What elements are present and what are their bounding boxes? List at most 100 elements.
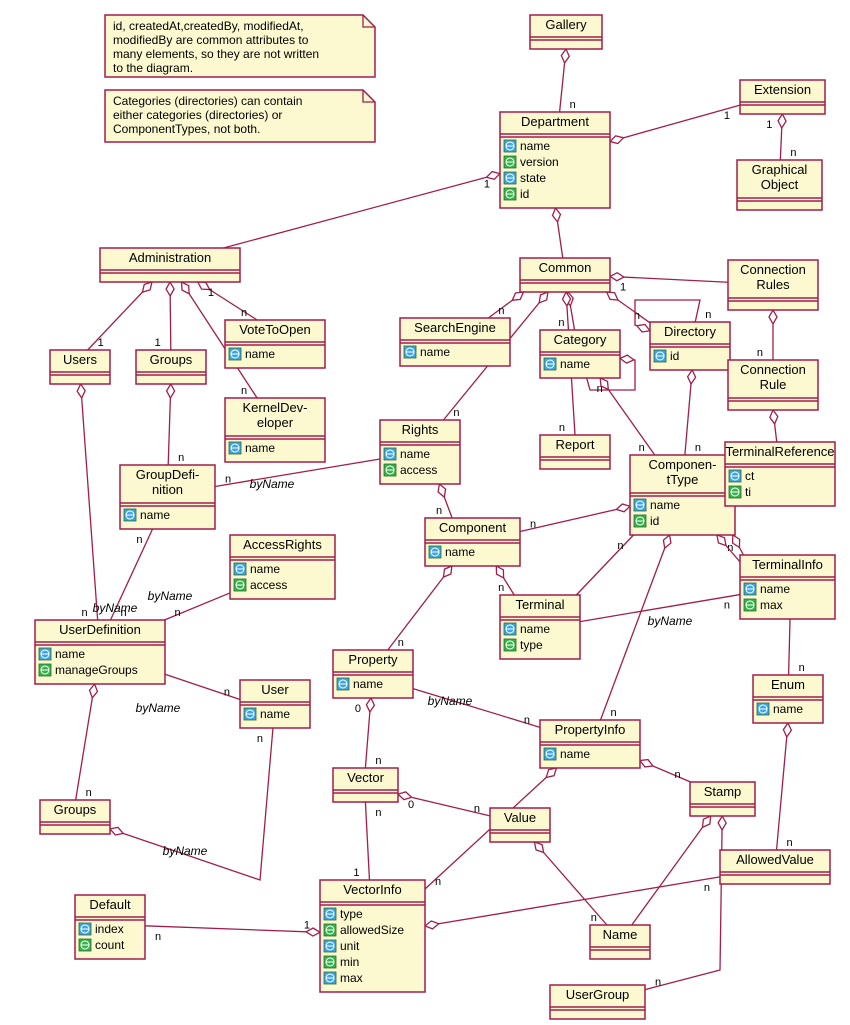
svg-text:byName: byName <box>136 701 181 715</box>
svg-text:Gallery: Gallery <box>545 17 587 32</box>
attr-icon <box>229 348 241 360</box>
svg-text:Users: Users <box>63 352 97 367</box>
svg-text:name: name <box>245 347 275 361</box>
class-Extension: Extension <box>740 80 825 114</box>
class-Vector: Vector <box>333 768 398 802</box>
svg-text:name: name <box>420 345 450 359</box>
svg-text:byName: byName <box>250 477 295 491</box>
svg-text:PropertyInfo: PropertyInfo <box>555 722 626 737</box>
svg-text:name: name <box>55 647 85 661</box>
svg-text:allowedSize: allowedSize <box>340 923 404 937</box>
svg-text:ComponentTypes, not both.: ComponentTypes, not both. <box>113 122 260 136</box>
edge-Common-Directory: n <box>607 292 650 323</box>
class-Terminal: Terminalnametype <box>500 595 580 659</box>
attr-icon <box>244 708 256 720</box>
svg-text:n: n <box>398 637 404 649</box>
svg-text:n: n <box>375 807 381 819</box>
class-Groups: Groups <box>136 350 206 384</box>
svg-text:n: n <box>498 582 504 594</box>
svg-text:n: n <box>591 912 597 924</box>
attr-icon <box>404 346 416 358</box>
edge-Rights-Component: n <box>436 484 452 518</box>
svg-text:name: name <box>520 139 550 153</box>
attr-icon <box>654 350 666 362</box>
svg-text:n: n <box>453 407 459 419</box>
attr-icon <box>634 515 646 527</box>
svg-text:id: id <box>670 349 679 363</box>
svg-text:name: name <box>560 357 590 371</box>
svg-text:Rights: Rights <box>402 422 439 437</box>
edge-Terminal-ComponentType: n <box>576 535 633 595</box>
class-TerminalInfo: TerminalInfonamemax <box>740 555 835 619</box>
svg-text:Connection: Connection <box>740 262 806 277</box>
edge-Vector-Value: 0n <box>398 792 490 816</box>
attr-icon <box>504 623 516 635</box>
edge-Rights-GroupDefinition: nbyName <box>215 459 380 491</box>
edge-ComponentType-Component: n <box>520 504 630 532</box>
edge-Component-Property: n <box>388 566 452 650</box>
svg-text:n: n <box>524 714 530 726</box>
class-Directory: Directoryid <box>650 322 730 370</box>
attr-icon <box>79 939 91 951</box>
svg-text:name: name <box>760 582 790 596</box>
svg-text:ti: ti <box>745 485 751 499</box>
attr-icon <box>324 956 336 968</box>
svg-text:1: 1 <box>620 281 626 293</box>
svg-text:id: id <box>650 514 659 528</box>
class-Default: Defaultindexcount <box>75 895 145 959</box>
svg-text:n: n <box>655 977 661 989</box>
svg-text:Connection: Connection <box>740 362 806 377</box>
svg-text:id: id <box>520 187 529 201</box>
svg-text:n: n <box>675 769 681 781</box>
svg-text:name: name <box>650 498 680 512</box>
svg-text:Value: Value <box>504 810 536 825</box>
class-Rights: Rightsnameaccess <box>380 420 460 484</box>
svg-text:eloper: eloper <box>257 415 294 430</box>
svg-text:0: 0 <box>355 703 361 715</box>
attr-icon <box>234 563 246 575</box>
svg-text:access: access <box>400 463 437 477</box>
attr-icon <box>429 546 441 558</box>
edge-Common-SearchEngine: n <box>488 292 523 318</box>
svg-text:Componen-: Componen- <box>649 457 717 472</box>
svg-text:n: n <box>570 99 576 111</box>
class-Value: Value <box>490 808 550 842</box>
svg-text:n: n <box>136 534 142 546</box>
svg-text:n: n <box>241 307 247 319</box>
attr-icon <box>384 464 396 476</box>
svg-text:n: n <box>530 519 536 531</box>
svg-text:SearchEngine: SearchEngine <box>414 320 496 335</box>
attr-icon <box>729 470 741 482</box>
svg-text:ct: ct <box>745 469 755 483</box>
edge-Administration-Groups: 1 <box>155 282 174 350</box>
class-KernelDeveloper: KernelDev-elopername <box>225 398 325 462</box>
attr-icon <box>544 358 556 370</box>
svg-text:n: n <box>787 837 793 849</box>
class-Administration: Administration <box>100 248 240 282</box>
svg-text:name: name <box>560 747 590 761</box>
attr-icon <box>234 579 246 591</box>
svg-text:name: name <box>250 562 280 576</box>
class-PropertyInfo: PropertyInfo name <box>540 720 640 768</box>
svg-text:1: 1 <box>484 179 490 191</box>
svg-text:n: n <box>704 882 710 894</box>
svg-text:name: name <box>245 441 275 455</box>
svg-text:name: name <box>445 545 475 559</box>
edge-GroupDefinition-UserDefinition: nnbyName <box>93 529 153 620</box>
class-SearchEngine: SearchEngine name <box>400 318 510 366</box>
edge-Property-Vector: 0n <box>355 698 382 768</box>
edge-Directory-ComponentType: n <box>685 370 701 455</box>
attr-icon <box>504 156 516 168</box>
class-Component: Componentname <box>425 518 520 566</box>
svg-text:name: name <box>140 508 170 522</box>
attr-icon <box>39 664 51 676</box>
attr-icon <box>124 509 136 521</box>
svg-text:AllowedValue: AllowedValue <box>736 852 814 867</box>
svg-text:id, createdAt,createdBy, modif: id, createdAt,createdBy, modifiedAt, <box>113 19 304 33</box>
svg-text:type: type <box>520 638 543 652</box>
edge-Vector-VectorInfo: n1 <box>353 802 381 880</box>
svg-text:Category: Category <box>554 332 607 347</box>
note1: id, createdAt,createdBy, modifiedAt,modi… <box>105 15 375 77</box>
class-Report: Report <box>540 435 610 469</box>
svg-text:n: n <box>155 931 161 943</box>
